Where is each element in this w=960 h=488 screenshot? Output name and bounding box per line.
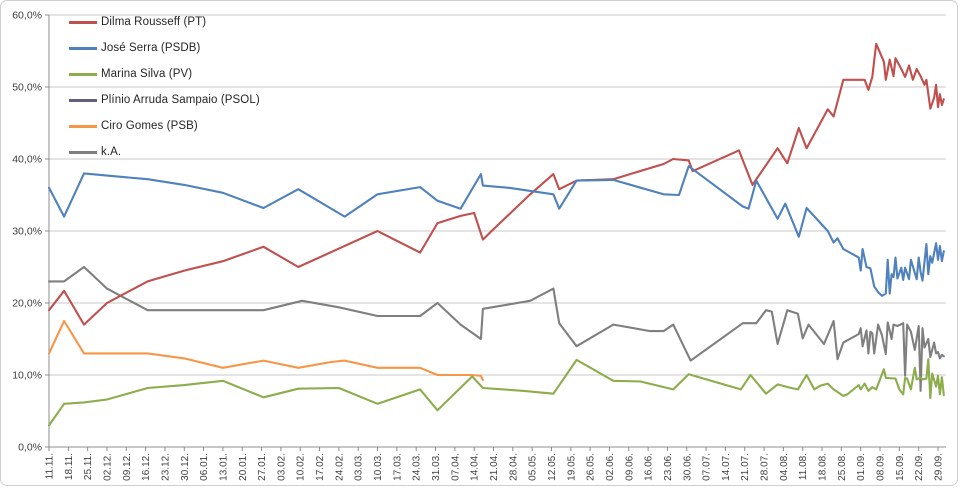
legend-swatch-marina-silva: [69, 72, 97, 76]
x-tick-label: 30.06.: [682, 453, 693, 481]
legend-item-dilma-rousseff: Dilma Rousseff (PT): [69, 9, 260, 35]
legend-label-ka: k.A.: [101, 146, 122, 158]
y-tick-label: 40,0%: [12, 154, 42, 166]
legend-swatch-ciro-gomes: [69, 124, 97, 128]
series-line-ciro-gomes-psb: [47, 319, 484, 382]
x-tick-label: 25.11.: [83, 453, 94, 480]
x-tick-label: 16.06.: [644, 453, 655, 481]
x-tick-label: 23.12.: [160, 453, 171, 481]
x-tick-label: 23.06.: [663, 453, 674, 481]
x-tick-label: 04.08.: [779, 453, 790, 481]
x-tick-label: 14.04.: [470, 453, 481, 481]
x-tick-label: 17.02.: [315, 453, 326, 481]
series-line-dilma-rousseff-pt: [47, 42, 945, 326]
x-tick-label: 31.03.: [431, 453, 442, 481]
y-tick-label: 20,0%: [12, 298, 42, 310]
legend-label-plinio-arruda-sampaio: Plínio Arruda Sampaio (PSOL): [101, 94, 260, 106]
x-tick-label: 20.01.: [238, 453, 249, 481]
x-tick-label: 17.03.: [392, 453, 403, 481]
x-tick-label: 01.09.: [856, 453, 867, 481]
legend-item-marina-silva: Marina Silva (PV): [69, 61, 260, 87]
x-tick-label: 10.02.: [296, 453, 307, 481]
x-tick-label: 13.01.: [218, 453, 229, 481]
legend-swatch-plinio-arruda-sampaio: [69, 98, 97, 102]
x-tick-label: 09.12.: [122, 453, 133, 481]
legend-label-jose-serra: José Serra (PSDB): [101, 42, 201, 54]
y-tick-label: 30,0%: [12, 226, 42, 238]
x-tick-label: 18.08.: [818, 453, 829, 481]
series-line-jos-serra-psdb: [47, 165, 945, 297]
x-tick-label: 10.03.: [373, 453, 384, 481]
x-tick-label: 03.03.: [354, 453, 365, 481]
x-tick-label: 18.11.: [64, 453, 75, 480]
x-tick-label: 21.04.: [489, 453, 500, 481]
y-tick-label: 50,0%: [12, 82, 42, 94]
x-tick-label: 29.09.: [933, 453, 944, 481]
x-tick-label: 07.04.: [450, 453, 461, 481]
legend-swatch-ka: [69, 150, 97, 154]
legend-item-plinio-arruda-sampaio: Plínio Arruda Sampaio (PSOL): [69, 87, 260, 113]
x-tick-label: 09.06.: [624, 453, 635, 481]
x-tick-label: 08.09.: [876, 453, 887, 481]
legend-item-ka: k.A.: [69, 139, 260, 165]
x-tick-label: 24.03.: [412, 453, 423, 481]
legend-item-ciro-gomes: Ciro Gomes (PSB): [69, 113, 260, 139]
series-line-k-a: [47, 265, 945, 392]
x-tick-label: 12.05.: [547, 453, 558, 481]
x-tick-label: 28.07.: [760, 453, 771, 481]
x-tick-label: 19.05.: [566, 453, 577, 481]
x-tick-label: 07.07.: [702, 453, 713, 481]
x-tick-label: 16.12.: [141, 453, 152, 481]
legend-swatch-jose-serra: [69, 46, 97, 50]
legend-label-ciro-gomes: Ciro Gomes (PSB): [101, 120, 198, 132]
y-tick-label: 60,0%: [12, 10, 42, 22]
x-tick-label: 02.06.: [605, 453, 616, 481]
x-tick-label: 26.05.: [586, 453, 597, 481]
y-tick-label: 0,0%: [18, 442, 42, 454]
x-tick-label: 27.01.: [257, 453, 268, 481]
x-tick-label: 22.09.: [914, 453, 925, 481]
x-tick-label: 05.05.: [528, 453, 539, 481]
x-tick-label: 15.09.: [895, 453, 906, 481]
legend-item-jose-serra: José Serra (PSDB): [69, 35, 260, 61]
x-tick-label: 03.02.: [276, 453, 287, 481]
y-tick-label: 10,0%: [12, 370, 42, 382]
x-tick-label: 24.02.: [334, 453, 345, 481]
x-tick-label: 28.04.: [508, 453, 519, 481]
x-tick-label: 30.12.: [180, 453, 191, 481]
series-line-marina-silva-pv: [47, 358, 945, 427]
x-tick-label: 14.07.: [721, 453, 732, 481]
legend-label-marina-silva: Marina Silva (PV): [101, 68, 193, 80]
x-tick-label: 25.08.: [837, 453, 848, 481]
chart-legend: Dilma Rousseff (PT) José Serra (PSDB) Ma…: [69, 9, 260, 165]
x-tick-label: 21.07.: [740, 453, 751, 481]
x-tick-label: 11.08.: [798, 453, 809, 480]
legend-swatch-dilma-rousseff: [69, 20, 97, 24]
x-tick-label: 06.01.: [199, 453, 210, 481]
x-tick-label: 02.12.: [102, 453, 113, 481]
legend-label-dilma-rousseff: Dilma Rousseff (PT): [101, 16, 207, 28]
x-tick-label: 11.11.: [45, 453, 56, 479]
